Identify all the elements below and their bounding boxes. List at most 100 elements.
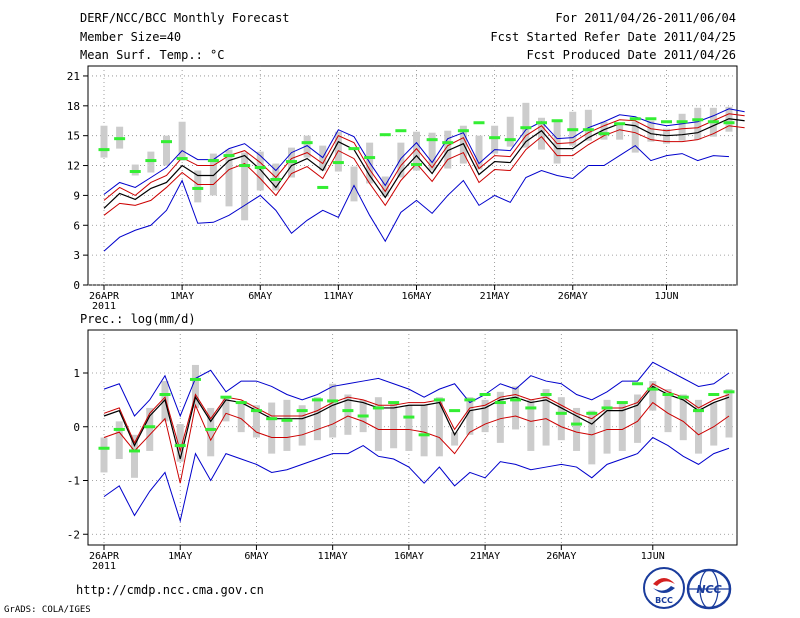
ensemble-box (512, 386, 520, 430)
ensemble-box (647, 120, 655, 142)
ensemble-box (350, 166, 358, 202)
forecast-period: For 2011/04/26-2011/06/04 (555, 11, 736, 25)
x-tick-label: 11MAY (318, 551, 348, 562)
x-tick-label: 1MAY (170, 291, 194, 302)
source-url[interactable]: http://cmdp.ncc.cma.gov.cn (76, 583, 264, 597)
ensemble-box (725, 389, 733, 438)
ensemble-box (618, 402, 626, 451)
x-tick-label: 26MAY (558, 291, 588, 302)
y-tick-label: 18 (67, 100, 80, 113)
ensemble-box (397, 142, 405, 178)
ensemble-box (146, 407, 154, 451)
x-year-label: 2011 (92, 561, 116, 572)
ensemble-box (475, 135, 483, 170)
variable-label: Mean Surf. Temp.: °C (80, 48, 225, 62)
ensemble-box (176, 424, 184, 462)
y-tick-label: 6 (73, 219, 80, 232)
ensemble-box (130, 434, 138, 478)
x-year-label: 2011 (92, 301, 116, 312)
envelope-line-lower (103, 436, 730, 523)
x-tick-label: 1JUN (654, 291, 678, 302)
ensemble-box (374, 397, 382, 451)
ensemble-box (694, 107, 702, 140)
ncc-logo: NCC (686, 568, 732, 610)
ensemble-box (178, 121, 186, 161)
ensemble-box (313, 397, 321, 441)
ensemble-box (390, 402, 398, 449)
ensemble-box (209, 153, 217, 196)
temperature-panel: 0 3 6 9 12 15 18 21 26APR 1MAY 6MAY 11MAY 16MAY 21MAY… (67, 65, 745, 312)
y-tick-label: 1 (73, 367, 80, 380)
y-tick-label: 9 (73, 189, 80, 202)
y-tick-label: 0 (73, 279, 80, 292)
precip-panel-title: Prec.: log(mm/d) (80, 312, 196, 326)
x-tick-label: 6MAY (248, 291, 272, 302)
spread-line-upper (103, 113, 745, 201)
ensemble-mean-line (103, 118, 745, 209)
ensemble-box (100, 125, 108, 158)
ensemble-box (268, 402, 276, 454)
x-tick-label: 21MAY (480, 291, 510, 302)
ensemble-box (553, 121, 561, 164)
ensemble-box (163, 135, 170, 166)
ensemble-box (329, 383, 337, 438)
ensemble-box (573, 407, 581, 451)
ensemble-box (584, 109, 592, 141)
x-tick-label: 26APR (89, 551, 120, 562)
grads-credit: GrADS: COLA/IGES (4, 605, 91, 615)
bcc-logo-ring (643, 567, 685, 609)
x-tick-label: 26MAY (546, 551, 576, 562)
ensemble-box (631, 121, 639, 153)
ensemble-box (222, 397, 230, 422)
ensemble-box (381, 176, 389, 197)
ensemble-box (444, 130, 452, 169)
ensemble-box (710, 402, 718, 446)
bcc-logo-text: BCC (655, 596, 673, 605)
x-tick-label: 11MAY (323, 291, 353, 302)
bcc-logo-swirl (653, 578, 675, 586)
ensemble-box (542, 389, 550, 446)
ensemble-box (506, 116, 514, 147)
ensemble-box (303, 135, 311, 158)
y-tick-label: 0 (73, 421, 80, 434)
ensemble-box (695, 399, 703, 454)
y-tick-label: 3 (73, 249, 80, 262)
ensemble-box (194, 170, 202, 203)
envelope-line-upper (103, 361, 730, 418)
ensemble-box (207, 407, 215, 457)
x-tick-label: 26APR (89, 291, 120, 302)
ensemble-box (451, 432, 459, 446)
ensemble-box (413, 131, 420, 171)
ensemble-box (522, 102, 530, 148)
y-tick-label: 12 (67, 160, 80, 173)
envelope-line-upper (103, 145, 730, 252)
ensemble-box (256, 151, 264, 191)
member-size: Member Size=40 (80, 30, 182, 44)
y-tick-label: -1 (67, 475, 80, 488)
panel-frame (87, 329, 738, 546)
ensemble-box (225, 149, 233, 207)
ensemble-box (481, 399, 489, 433)
ensemble-box (600, 121, 608, 140)
bcc-logo: BCC (643, 567, 685, 609)
x-tick-label: 6MAY (244, 551, 268, 562)
chart-title: DERF/NCC/BCC Monthly Forecast (80, 11, 290, 25)
ensemble-box (252, 405, 260, 438)
x-tick-label: 16MAY (394, 551, 424, 562)
ensemble-box (466, 397, 474, 435)
ensemble-box (527, 399, 535, 451)
x-tick-label: 16MAY (401, 291, 431, 302)
forecast-start-date: Fcst Started Refer Date 2011/04/25 (490, 30, 736, 44)
ensemble-box (420, 405, 428, 457)
bcc-logo-swirl-2 (653, 586, 675, 593)
ensemble-box (588, 410, 596, 465)
precipitation-panel: -2 -1 0 1 26APR 1MAY 6MAY 11MAY 16MAY 21MAY 26MAY 1… (67, 329, 738, 572)
spread-line-upper (103, 383, 730, 453)
ensemble-box (283, 399, 291, 451)
ensemble-box (100, 437, 108, 473)
ensemble-box (237, 402, 245, 433)
ensemble-box (241, 152, 249, 221)
ncc-logo-text: NCC (696, 583, 721, 596)
y-tick-label: 21 (67, 70, 80, 83)
